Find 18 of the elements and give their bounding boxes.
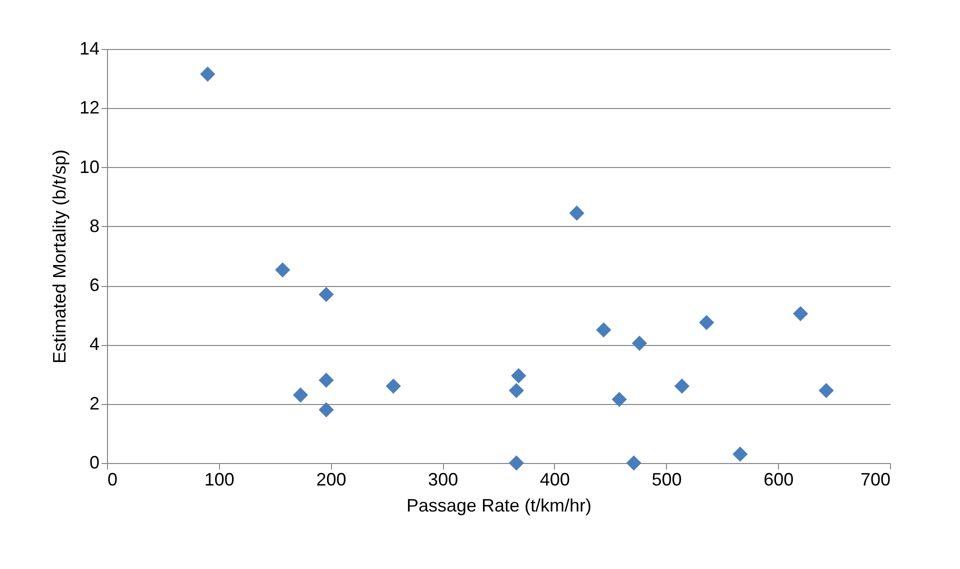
y-tick-label: 2 [89,393,100,414]
x-axis-title: Passage Rate (t/km/hr) [406,496,592,516]
x-tick-label: 500 [652,470,682,490]
y-tick-label: 6 [89,275,100,296]
x-tick-label: 400 [540,470,570,490]
y-tick-label: 10 [79,156,100,177]
x-tick-label: 600 [764,470,794,490]
y-axis-title: Estimated Mortality (b/t/sp) [49,149,70,364]
y-tick-label: 4 [89,334,100,354]
x-tick-label: 0 [108,470,118,490]
y-tick-label: 8 [89,216,100,236]
y-tick-label: 0 [89,452,100,472]
x-tick-label: 100 [204,470,234,490]
x-tick-label: 700 [860,470,890,490]
y-tick-label: 12 [79,98,100,118]
y-tick-label: 14 [79,38,100,58]
x-tick-label: 300 [428,470,458,490]
x-tick-label: 200 [316,470,346,490]
